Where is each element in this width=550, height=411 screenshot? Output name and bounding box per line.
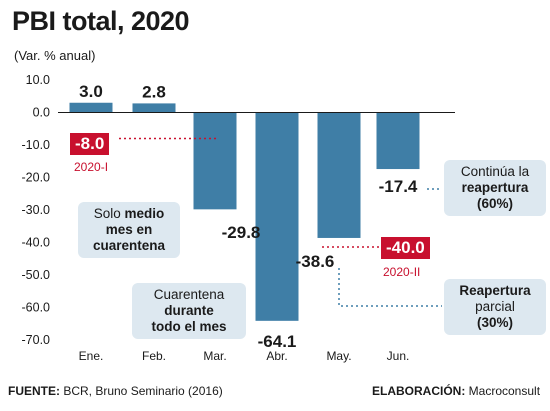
x-tick-label: Ene. bbox=[79, 349, 104, 363]
bar-abr bbox=[255, 112, 299, 321]
x-tick-label: Mar. bbox=[203, 349, 226, 363]
bar-feb bbox=[132, 103, 176, 113]
source-note: FUENTE: BCR, Bruno Seminario (2016) bbox=[8, 384, 223, 398]
quarter-1-value: -8.0 bbox=[70, 133, 110, 155]
y-tick-label: -20.0 bbox=[22, 171, 51, 185]
x-tick-label: Abr. bbox=[266, 349, 287, 363]
chart-subtitle: (Var. % anual) bbox=[14, 48, 96, 63]
bar-jun bbox=[376, 112, 420, 170]
bar-mar bbox=[193, 112, 237, 210]
quarter-2-label: 2020-II bbox=[383, 265, 421, 279]
bar-may bbox=[317, 112, 361, 238]
chart-title: PBI total, 2020 bbox=[12, 6, 190, 36]
note-second-quarter: Reapertura parcial (30%) bbox=[444, 279, 546, 335]
y-tick-label: 0.0 bbox=[33, 106, 50, 120]
quarter-2-value: -40.0 bbox=[381, 237, 430, 259]
bar-ene bbox=[69, 102, 113, 113]
note-april: Cuarentena durante todo el mes bbox=[132, 283, 246, 339]
y-tick-label: -40.0 bbox=[22, 236, 51, 250]
data-label: -64.1 bbox=[258, 332, 297, 351]
data-label: -17.4 bbox=[379, 177, 418, 196]
quarter-1-label: 2020-I bbox=[74, 160, 109, 174]
bar-chart: 10.0 0.0 -10.0 -20.0 -30.0 -40.0 -50.0 -60.0 -70… bbox=[22, 73, 455, 363]
y-tick-label: -60.0 bbox=[22, 301, 51, 315]
data-label: 3.0 bbox=[79, 82, 103, 101]
x-tick-label: May. bbox=[326, 349, 351, 363]
y-tick-label: 10.0 bbox=[26, 73, 50, 87]
data-label: 2.8 bbox=[142, 82, 166, 101]
x-tick-label: Jun. bbox=[387, 349, 410, 363]
data-label: -29.8 bbox=[222, 223, 261, 242]
y-tick-label: -50.0 bbox=[22, 268, 51, 282]
x-tick-label: Feb. bbox=[142, 349, 166, 363]
note-june: Continúa la reapertura (60%) bbox=[444, 160, 546, 216]
credit-note: ELABORACIÓN: Macroconsult bbox=[372, 384, 541, 398]
y-tick-label: -30.0 bbox=[22, 203, 51, 217]
y-tick-label: -10.0 bbox=[22, 138, 51, 152]
data-label: -38.6 bbox=[296, 252, 335, 271]
y-tick-label: -70.0 bbox=[22, 333, 51, 347]
note-q2-leader bbox=[338, 268, 442, 307]
note-march: Solo medio mes en cuarentena bbox=[78, 202, 180, 258]
